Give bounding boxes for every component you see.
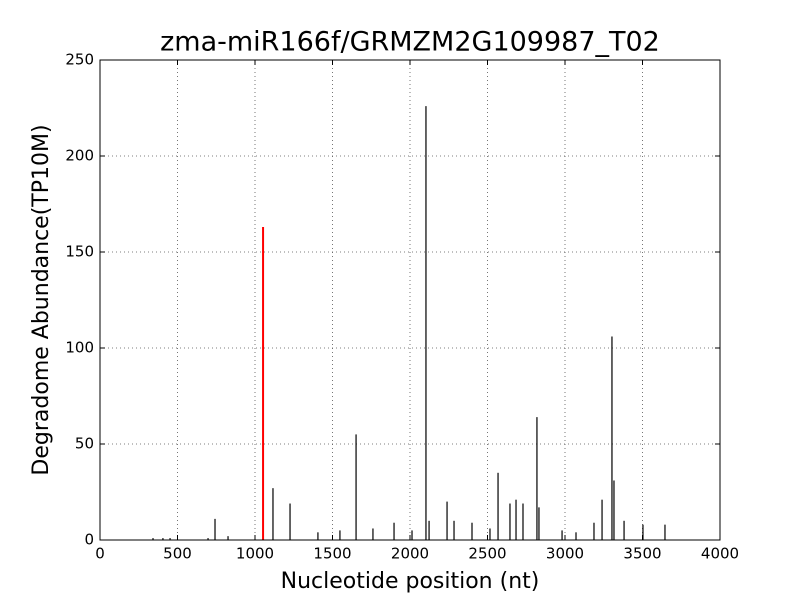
x-tick-label: 2500 (468, 545, 506, 563)
x-axis-label: Nucleotide position (nt) (281, 569, 540, 594)
x-tick-label: 1500 (313, 545, 351, 563)
x-tick-label: 500 (163, 545, 192, 563)
x-tick-label: 0 (95, 545, 105, 563)
x-tick-label: 3500 (623, 545, 661, 563)
y-tick-label: 0 (84, 531, 94, 549)
y-tick-label: 150 (65, 243, 94, 261)
y-tick-label: 50 (75, 435, 94, 453)
x-tick-label: 1000 (236, 545, 274, 563)
x-tick-label: 2000 (391, 545, 429, 563)
y-tick-label: 250 (65, 51, 94, 69)
y-axis-label: Degradome Abundance(TP10M) (29, 124, 54, 475)
x-tick-label: 3000 (546, 545, 584, 563)
y-tick-label: 200 (65, 147, 94, 165)
plot-frame (99, 59, 721, 541)
y-tick-label: 100 (65, 339, 94, 357)
x-tick-label: 4000 (701, 545, 739, 563)
chart-title: zma-miR166f/GRMZM2G109987_T02 (160, 27, 660, 58)
